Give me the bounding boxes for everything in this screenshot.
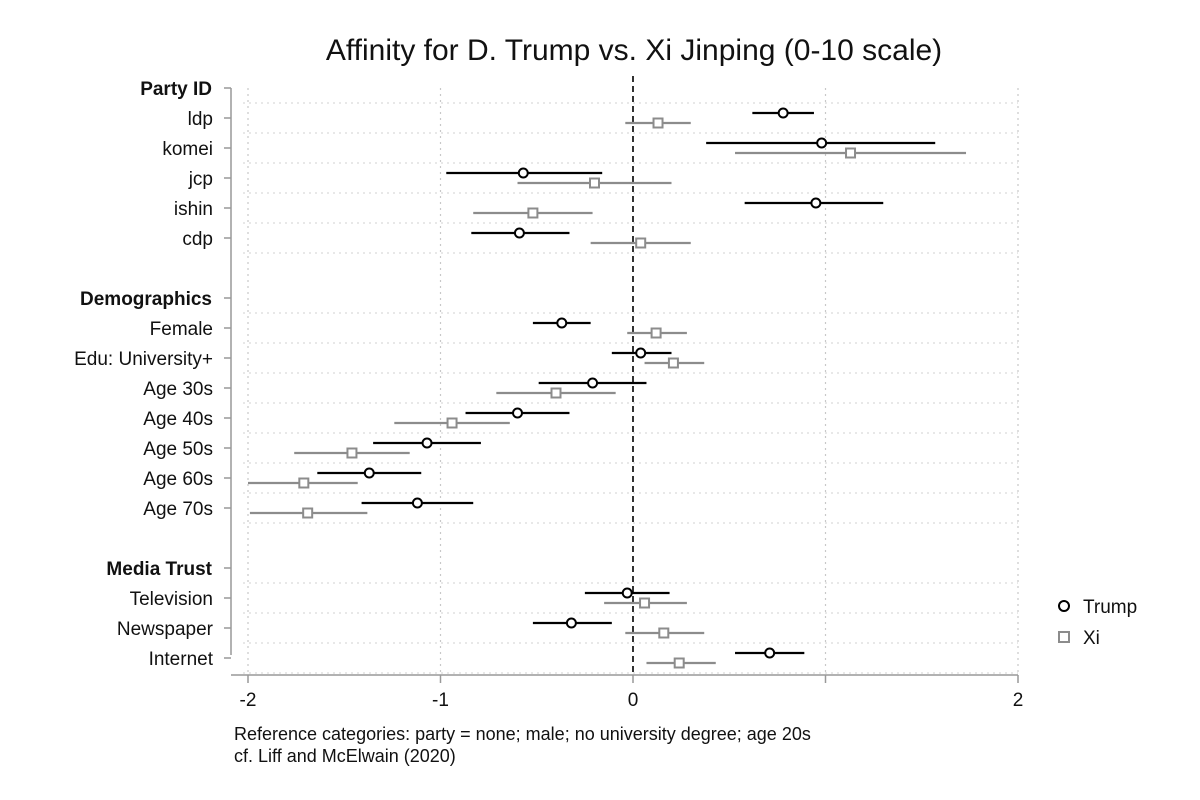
grid-layer (243, 76, 1019, 675)
xi-point-estimate (589, 177, 600, 189)
row-label: Age 40s (143, 409, 213, 430)
xi-point-estimate (302, 507, 314, 519)
estimate-layer (248, 107, 967, 669)
trump-point-estimate (764, 647, 776, 659)
trump-point-estimate (621, 587, 633, 599)
trump-point-estimate (810, 197, 822, 209)
row-label: Internet (149, 649, 214, 670)
x-tick-label: -1 (432, 690, 449, 711)
chart-title: Affinity for D. Trump vs. Xi Jinping (0-… (326, 34, 942, 67)
legend: Trump Xi (1058, 597, 1137, 649)
trump-point-estimate (411, 497, 423, 509)
row-label: Age 70s (143, 499, 213, 520)
trump-point-estimate (512, 407, 523, 419)
row-label: Age 60s (143, 469, 213, 490)
row-label: ishin (174, 199, 213, 220)
xi-point-estimate (550, 387, 562, 399)
xi-point-estimate (673, 657, 685, 669)
axis-layer: -2 -1 0 2 (224, 87, 1024, 711)
legend-label-trump: Trump (1083, 597, 1137, 618)
row-label: jcp (188, 169, 213, 190)
trump-point-estimate (565, 617, 577, 629)
xi-point-estimate (639, 597, 651, 609)
trump-point-estimate (635, 347, 647, 359)
x-tick-label: 2 (1013, 690, 1024, 711)
trump-point-estimate (421, 437, 433, 449)
row-label: komei (162, 139, 213, 160)
xi-point-estimate (446, 417, 458, 429)
row-label: Newspaper (117, 619, 214, 640)
legend-marker-trump (1058, 600, 1070, 612)
xi-point-estimate (635, 237, 647, 249)
row-label: Female (150, 319, 213, 340)
trump-point-estimate (363, 467, 375, 479)
group-header: Media Trust (106, 559, 212, 580)
x-tick-label: -2 (240, 690, 257, 711)
legend-label-xi: Xi (1083, 628, 1100, 649)
legend-marker-xi (1058, 631, 1070, 643)
x-tick-label: 0 (628, 690, 639, 711)
row-label: cdp (182, 229, 213, 250)
trump-point-estimate (556, 317, 568, 329)
xi-point-estimate (667, 357, 679, 369)
xi-point-estimate (658, 627, 670, 639)
row-label: Edu: University+ (74, 349, 213, 370)
xi-point-estimate (527, 207, 539, 219)
row-label: Television (130, 589, 213, 610)
row-label: Age 50s (143, 439, 213, 460)
xi-point-estimate (298, 477, 310, 489)
trump-point-estimate (587, 377, 599, 389)
citation-note: cf. Liff and McElwain (2020) (234, 746, 456, 766)
trump-point-estimate (513, 227, 525, 239)
xi-point-estimate (652, 117, 664, 129)
reference-note: Reference categories: party = none; male… (234, 724, 811, 744)
row-label-layer: Party ID ldp komei jcp ishin cdp Demographics F… (74, 79, 214, 670)
trump-point-estimate (517, 167, 529, 179)
trump-point-estimate (777, 107, 789, 119)
trump-point-estimate (816, 137, 828, 149)
group-header: Demographics (80, 289, 212, 310)
xi-point-estimate (346, 447, 358, 459)
row-label: Age 30s (143, 379, 213, 400)
xi-point-estimate (650, 327, 662, 339)
xi-point-estimate (845, 147, 857, 159)
row-label: ldp (188, 109, 213, 130)
group-header: Party ID (140, 79, 212, 100)
